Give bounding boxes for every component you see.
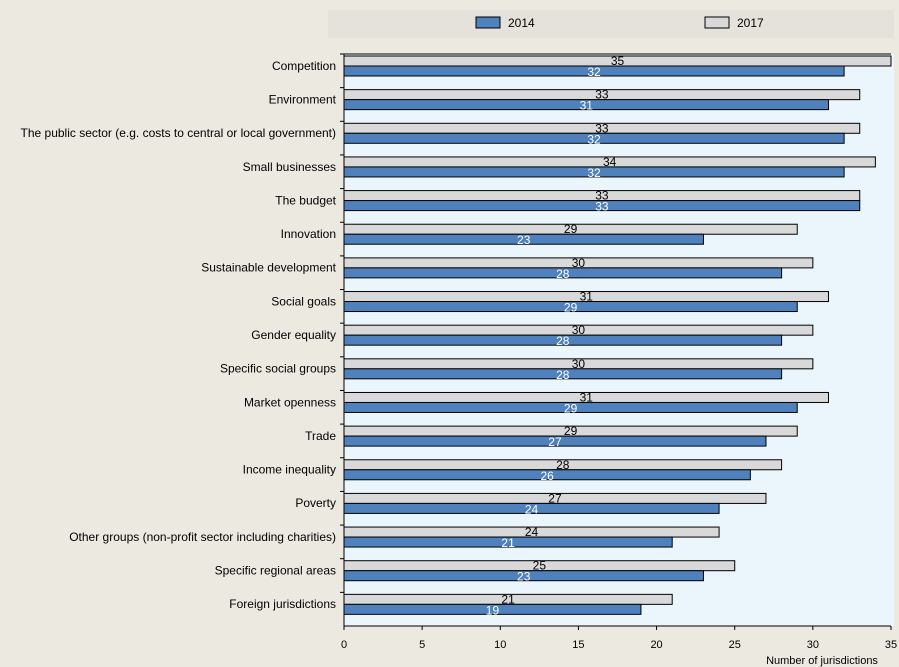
data-label-2014: 33 <box>595 200 609 214</box>
x-axis-title: Number of jurisdictions <box>766 655 878 667</box>
category-label: Social goals <box>271 294 336 308</box>
data-label-2014: 19 <box>486 603 500 617</box>
data-label-2017: 29 <box>564 424 578 438</box>
x-tick-label: 10 <box>494 639 506 651</box>
data-label-2014: 23 <box>517 570 531 584</box>
data-label-2017: 31 <box>580 390 594 404</box>
category-label: Specific regional areas <box>215 564 336 578</box>
category-label: Competition <box>272 59 336 73</box>
data-label-2014: 28 <box>556 368 570 382</box>
x-tick-label: 25 <box>729 639 741 651</box>
category-label: Gender equality <box>251 328 336 342</box>
data-label-2017: 30 <box>572 256 586 270</box>
data-label-2017: 29 <box>564 222 578 236</box>
data-label-2017: 27 <box>548 491 562 505</box>
category-label: Poverty <box>295 496 336 510</box>
x-tick-label: 35 <box>885 639 897 651</box>
data-label-2017: 28 <box>556 458 570 472</box>
data-label-2017: 31 <box>580 290 594 304</box>
data-label-2014: 28 <box>556 334 570 348</box>
axes: 0 5 10 15 20 25 30 35 Number of jurisdictions <box>340 53 897 667</box>
category-label: The public sector (e.g. costs to central… <box>21 126 336 140</box>
x-tick-label: 15 <box>572 639 584 651</box>
legend-background <box>328 10 894 38</box>
x-tick-label: 0 <box>341 639 347 651</box>
data-label-2014: 32 <box>587 166 601 180</box>
data-label-2014: 32 <box>587 65 601 79</box>
data-label-2014: 31 <box>580 99 594 113</box>
x-tick-label: 5 <box>419 639 425 651</box>
data-label-2014: 23 <box>517 233 531 247</box>
data-label-2017: 34 <box>603 155 617 169</box>
data-label-2017: 24 <box>525 525 539 539</box>
data-label-2017: 30 <box>572 323 586 337</box>
data-label-2017: 33 <box>595 88 609 102</box>
category-label: Trade <box>305 429 336 443</box>
category-label: Sustainable development <box>201 261 336 275</box>
x-tick-label: 20 <box>650 639 662 651</box>
data-label-2017: 25 <box>533 559 547 573</box>
category-label: Innovation <box>281 227 336 241</box>
category-label: Income inequality <box>243 463 336 477</box>
legend-swatch <box>475 16 501 29</box>
category-labels: Competition Environment The public sector … <box>21 59 337 611</box>
data-label-2014: 32 <box>587 132 601 146</box>
category-label: The budget <box>275 193 336 207</box>
data-label-2014: 27 <box>548 435 562 449</box>
data-label-2017: 35 <box>611 54 625 68</box>
category-label: Small businesses <box>243 160 336 174</box>
x-tick-label: 30 <box>807 639 819 651</box>
data-label-2014: 26 <box>540 469 554 483</box>
data-label-2017: 33 <box>595 189 609 203</box>
category-label: Environment <box>269 92 337 106</box>
legend-swatch <box>704 16 730 29</box>
data-label-2014: 24 <box>525 502 539 516</box>
category-label: Specific social groups <box>220 362 336 376</box>
data-label-2014: 29 <box>564 401 578 415</box>
legend-label: 2017 <box>737 16 764 30</box>
data-label-2017: 21 <box>501 592 515 606</box>
data-label-2017: 30 <box>572 357 586 371</box>
category-label: Other groups (non-profit sector includin… <box>69 530 336 544</box>
category-label: Market openness <box>244 395 336 409</box>
legend-label: 2014 <box>508 16 535 30</box>
data-label-2014: 21 <box>501 536 515 550</box>
category-label: Foreign jurisdictions <box>229 597 336 611</box>
bars-layer: 3532333133323432333329233028312930283028… <box>343 54 892 617</box>
data-label-2017: 33 <box>595 121 609 135</box>
data-label-2014: 28 <box>556 267 570 281</box>
legend: 2014 2017 <box>475 16 764 30</box>
data-label-2014: 29 <box>564 301 578 315</box>
